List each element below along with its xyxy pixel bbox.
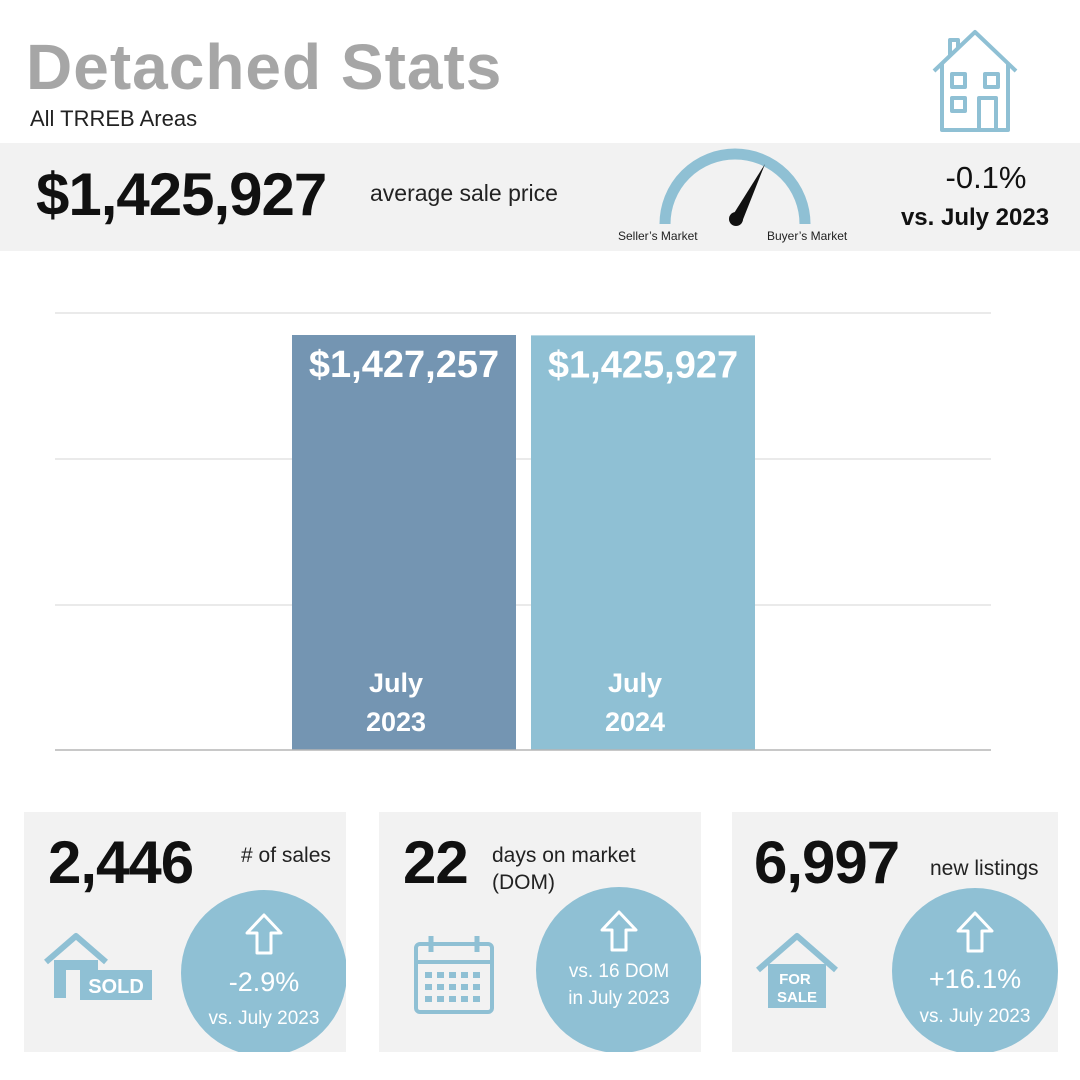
listings-card: 6,997 new listings FOR SALE +16.1% vs. J… <box>732 812 1058 1052</box>
for-sale-sign-line2: SALE <box>777 989 817 1006</box>
arrow-up-icon <box>600 910 638 952</box>
average-price: $1,425,927 <box>36 161 327 228</box>
sales-label: # of sales <box>241 844 331 867</box>
page-subtitle: All TRREB Areas <box>30 106 198 131</box>
bar-category-label: July <box>608 668 662 698</box>
listings-change-circle: +16.1% vs. July 2023 <box>892 888 1058 1052</box>
sold-house-icon: SOLD <box>44 933 152 1000</box>
sales-count: 2,446 <box>48 829 194 896</box>
gauge-sellers-label: Seller’s Market <box>618 229 698 243</box>
bar-value-label: $1,425,927 <box>548 344 738 386</box>
average-price-label: average sale price <box>370 180 558 206</box>
summary-banner <box>0 143 1080 251</box>
sales-change-percent: -2.9% <box>228 967 300 997</box>
listings-change-comparison: vs. July 2023 <box>919 1006 1031 1027</box>
price-change-percent: -0.1% <box>945 160 1027 195</box>
bar-category-label: 2024 <box>605 707 665 737</box>
bar-category-label: July <box>369 668 423 698</box>
page-title: Detached Stats <box>26 31 503 103</box>
dom-count: 22 <box>403 829 469 896</box>
dom-change-comparison: vs. 16 DOM in July 2023 <box>568 961 670 1009</box>
bar-value-label: $1,427,257 <box>309 344 499 386</box>
house-icon <box>932 30 1018 132</box>
sold-sign-text: SOLD <box>88 976 144 998</box>
calendar-icon <box>414 936 494 1014</box>
sales-change-comparison: vs. July 2023 <box>208 1008 320 1029</box>
sales-card: 2,446 # of sales SOLD -2.9% vs. July 202… <box>24 812 346 1052</box>
listings-change-percent: +16.1% <box>928 964 1022 994</box>
listings-label: new listings <box>930 857 1039 880</box>
arrow-up-icon <box>245 913 283 955</box>
listings-count: 6,997 <box>754 829 900 896</box>
dom-card: 22 days on market (DOM) vs. 16 DOM in Ju… <box>379 812 701 1052</box>
dom-label: days on market (DOM) <box>492 844 636 895</box>
market-gauge-icon <box>659 148 811 226</box>
for-sale-sign-line1: FOR <box>779 971 811 988</box>
chart-bar <box>292 335 516 750</box>
chart-bar <box>531 335 755 750</box>
arrow-up-icon <box>956 911 994 953</box>
gauge-needle <box>729 164 765 226</box>
price-change-comparison: vs. July 2023 <box>900 204 1050 231</box>
svg-text:FOR SALE: FOR SALE <box>777 971 817 1006</box>
gauge-buyers-label: Buyer’s Market <box>767 229 848 243</box>
for-sale-house-icon: FOR SALE <box>756 933 838 1008</box>
sales-change-circle: -2.9% vs. July 2023 <box>181 890 346 1052</box>
dom-change-circle: vs. 16 DOM in July 2023 <box>536 887 701 1052</box>
bar-category-label: 2023 <box>366 707 426 737</box>
